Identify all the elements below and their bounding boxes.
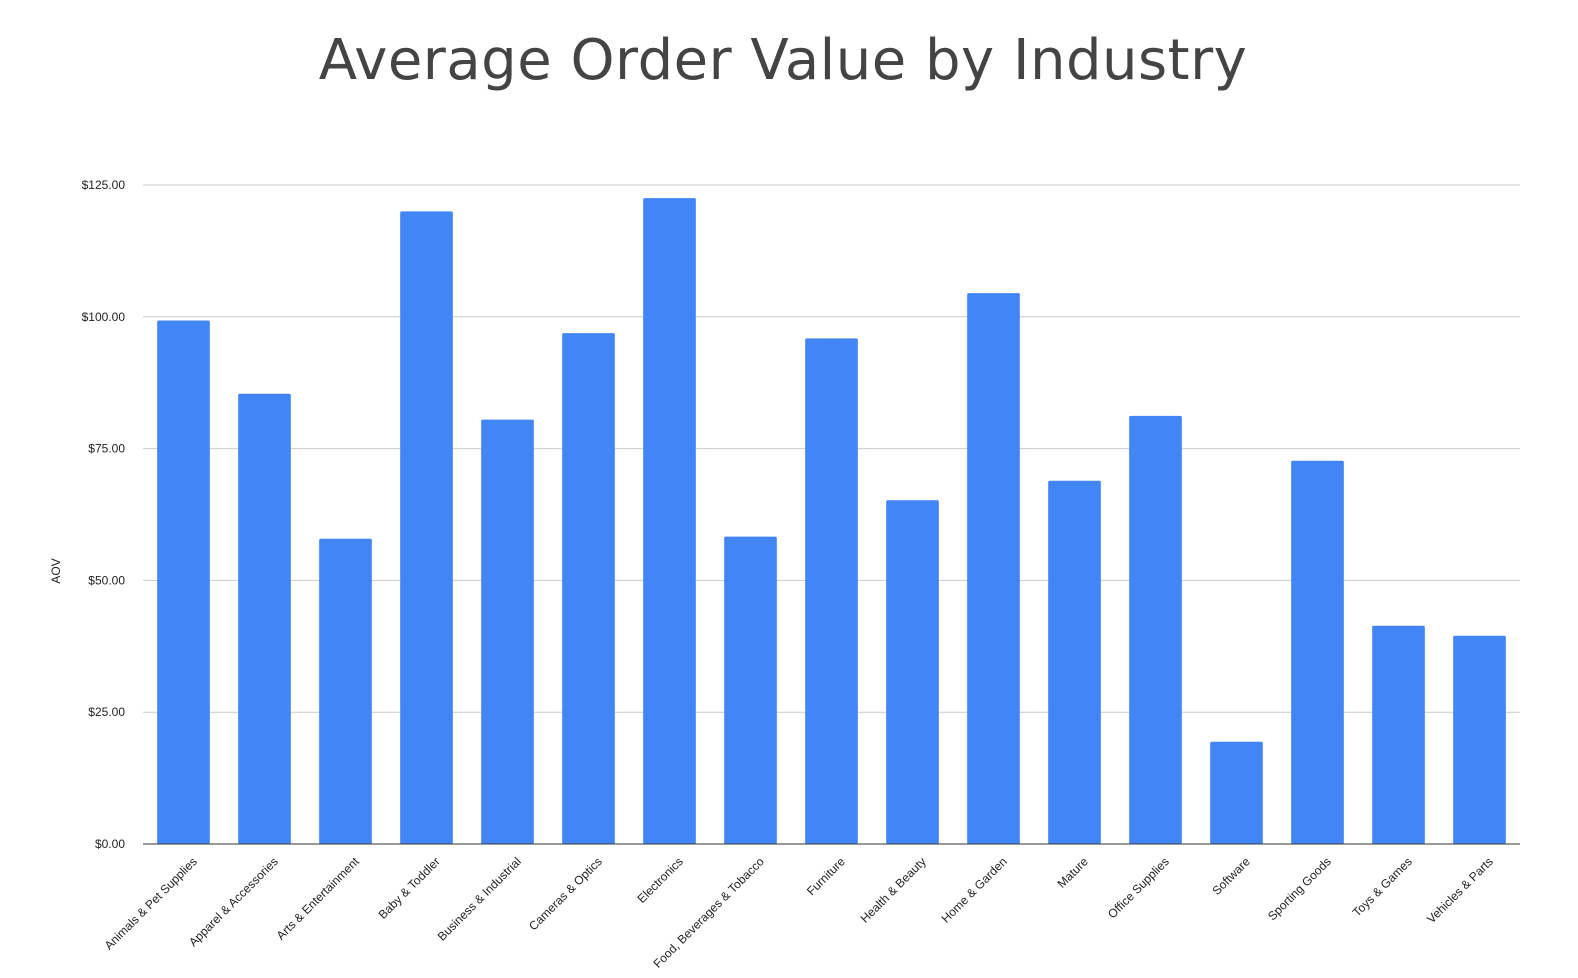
chart-title: Average Order Value by Industry: [318, 28, 1248, 93]
bar: [886, 500, 939, 844]
x-tick-label: Baby & Toddler: [376, 854, 443, 921]
y-tick-label: $75.00: [88, 442, 125, 456]
y-tick-label: $100.00: [82, 310, 126, 324]
bar: [1210, 741, 1263, 844]
x-tick-label: Health & Beauty: [858, 854, 929, 925]
y-tick-label: $0.00: [95, 837, 125, 851]
x-tick-label: Home & Garden: [939, 854, 1010, 925]
x-tick-label: Sporting Goods: [1265, 854, 1334, 923]
bar: [1129, 415, 1182, 844]
bar: [643, 198, 696, 844]
bar: [238, 393, 291, 844]
y-axis-title: AOV: [49, 558, 63, 583]
x-tick-label: Apparel & Accessories: [186, 854, 281, 949]
x-tick-label: Animals & Pet Supplies: [102, 854, 200, 952]
bar: [157, 320, 210, 845]
bars: [157, 198, 1506, 845]
x-tick-label: Office Supplies: [1105, 854, 1172, 921]
bar: [562, 333, 615, 844]
y-tick-label: $50.00: [88, 573, 125, 587]
y-tick-label: $125.00: [82, 178, 126, 192]
bar: [1048, 480, 1101, 844]
bar: [319, 538, 372, 844]
x-tick-label: Software: [1209, 854, 1253, 898]
bar: [967, 293, 1020, 844]
bar: [1291, 460, 1344, 844]
bar: [805, 338, 858, 844]
x-tick-label: Mature: [1055, 854, 1092, 891]
bar: [1453, 635, 1506, 844]
x-tick-label: Arts & Entertainment: [274, 854, 363, 943]
x-tick-label: Vehicles & Parts: [1424, 854, 1496, 926]
x-tick-label: Electronics: [634, 854, 685, 905]
x-tick-label: Toys & Games: [1350, 854, 1415, 919]
bar: [400, 211, 453, 845]
bar: [724, 536, 777, 844]
x-tick-label: Furniture: [804, 854, 848, 898]
y-tick-label: $25.00: [88, 705, 125, 719]
bar: [481, 419, 534, 844]
x-tick-label: Business & Industrial: [435, 854, 524, 943]
y-axis-ticks: $0.00 $25.00 $50.00 $75.00 $100.00 $125.00: [82, 178, 126, 851]
x-tick-label: Cameras & Optics: [526, 854, 605, 933]
bar: [1372, 625, 1425, 844]
